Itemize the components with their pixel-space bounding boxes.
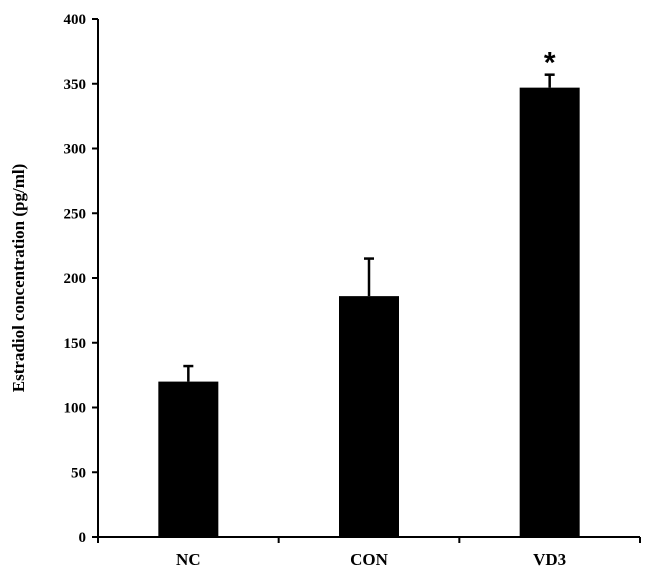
- significance-asterisk: *: [544, 47, 556, 80]
- y-tick-label: 0: [79, 530, 87, 546]
- y-tick-label: 100: [64, 401, 87, 417]
- y-tick-label: 350: [64, 77, 87, 93]
- y-tick-label: 400: [64, 12, 87, 28]
- x-category-label: CON: [350, 550, 389, 569]
- y-tick-label: 200: [64, 271, 87, 287]
- bar-con: [339, 296, 399, 537]
- y-tick-label: 300: [64, 142, 87, 158]
- y-axis-title: Estradiol concentration (pg/ml): [9, 164, 28, 393]
- x-axis: [97, 536, 641, 543]
- x-category-label: NC: [176, 550, 201, 569]
- bar-vd3: [519, 87, 580, 537]
- y-tick-label: 250: [64, 206, 87, 222]
- y-tick-label: 50: [71, 465, 86, 481]
- y-tick-label: 150: [64, 336, 87, 352]
- labels: NC CON VD3 *: [176, 47, 566, 569]
- y-axis: 0 50 100 150 200 250 300 350 400: [64, 12, 99, 546]
- bar-nc: [158, 381, 219, 537]
- bars: [158, 73, 580, 537]
- x-category-label: VD3: [533, 550, 566, 569]
